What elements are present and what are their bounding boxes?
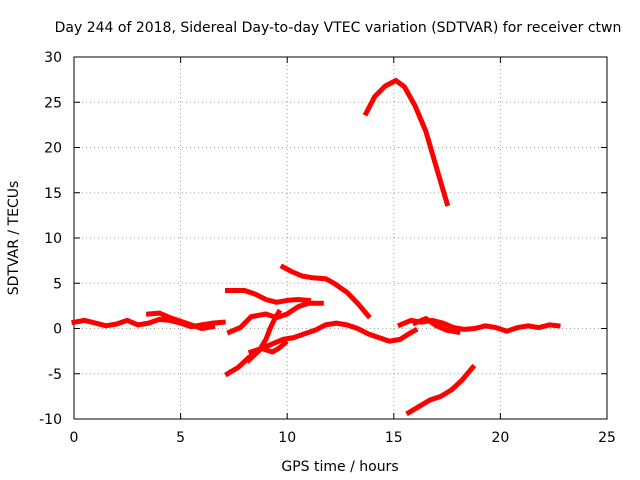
y-tick-label: 30: [44, 50, 62, 66]
series-line-arc-3: [225, 288, 312, 305]
grid: [74, 57, 607, 419]
plot-frame: [73, 56, 608, 420]
series-line-arc-5: [279, 263, 372, 320]
y-tick-label: 10: [44, 231, 62, 247]
x-tick-label: 10: [278, 430, 296, 446]
y-tick-label: 20: [44, 141, 62, 157]
series-line-arc-9: [362, 78, 451, 207]
series-line-arc-2: [145, 310, 216, 331]
x-axis-label: GPS time / hours: [281, 459, 398, 475]
y-tick-label: -10: [39, 412, 62, 428]
x-tick-label: 15: [385, 430, 403, 446]
axis-ticks: 0 5 10 15 20 25 -10 -5 0 5 10 15 20 25 30: [39, 50, 616, 446]
x-tick-label: 5: [176, 430, 185, 446]
y-tick-label: 15: [44, 186, 62, 202]
series-line-arc-12: [405, 363, 477, 417]
x-tick-label: 0: [70, 430, 79, 446]
y-tick-label: 5: [53, 276, 62, 292]
x-tick-label: 20: [491, 430, 509, 446]
y-axis-label: SDTVAR / TECUs: [6, 181, 22, 296]
y-tick-label: 25: [44, 95, 62, 111]
series-line-arc-8: [247, 339, 289, 356]
series-layer: [71, 78, 561, 417]
y-tick-label: 0: [53, 322, 62, 338]
y-tick-label: -5: [48, 367, 62, 383]
chart-title: Day 244 of 2018, Sidereal Day-to-day VTE…: [55, 20, 622, 36]
x-tick-label: 25: [598, 430, 616, 446]
series-line-arc-11: [411, 316, 461, 335]
